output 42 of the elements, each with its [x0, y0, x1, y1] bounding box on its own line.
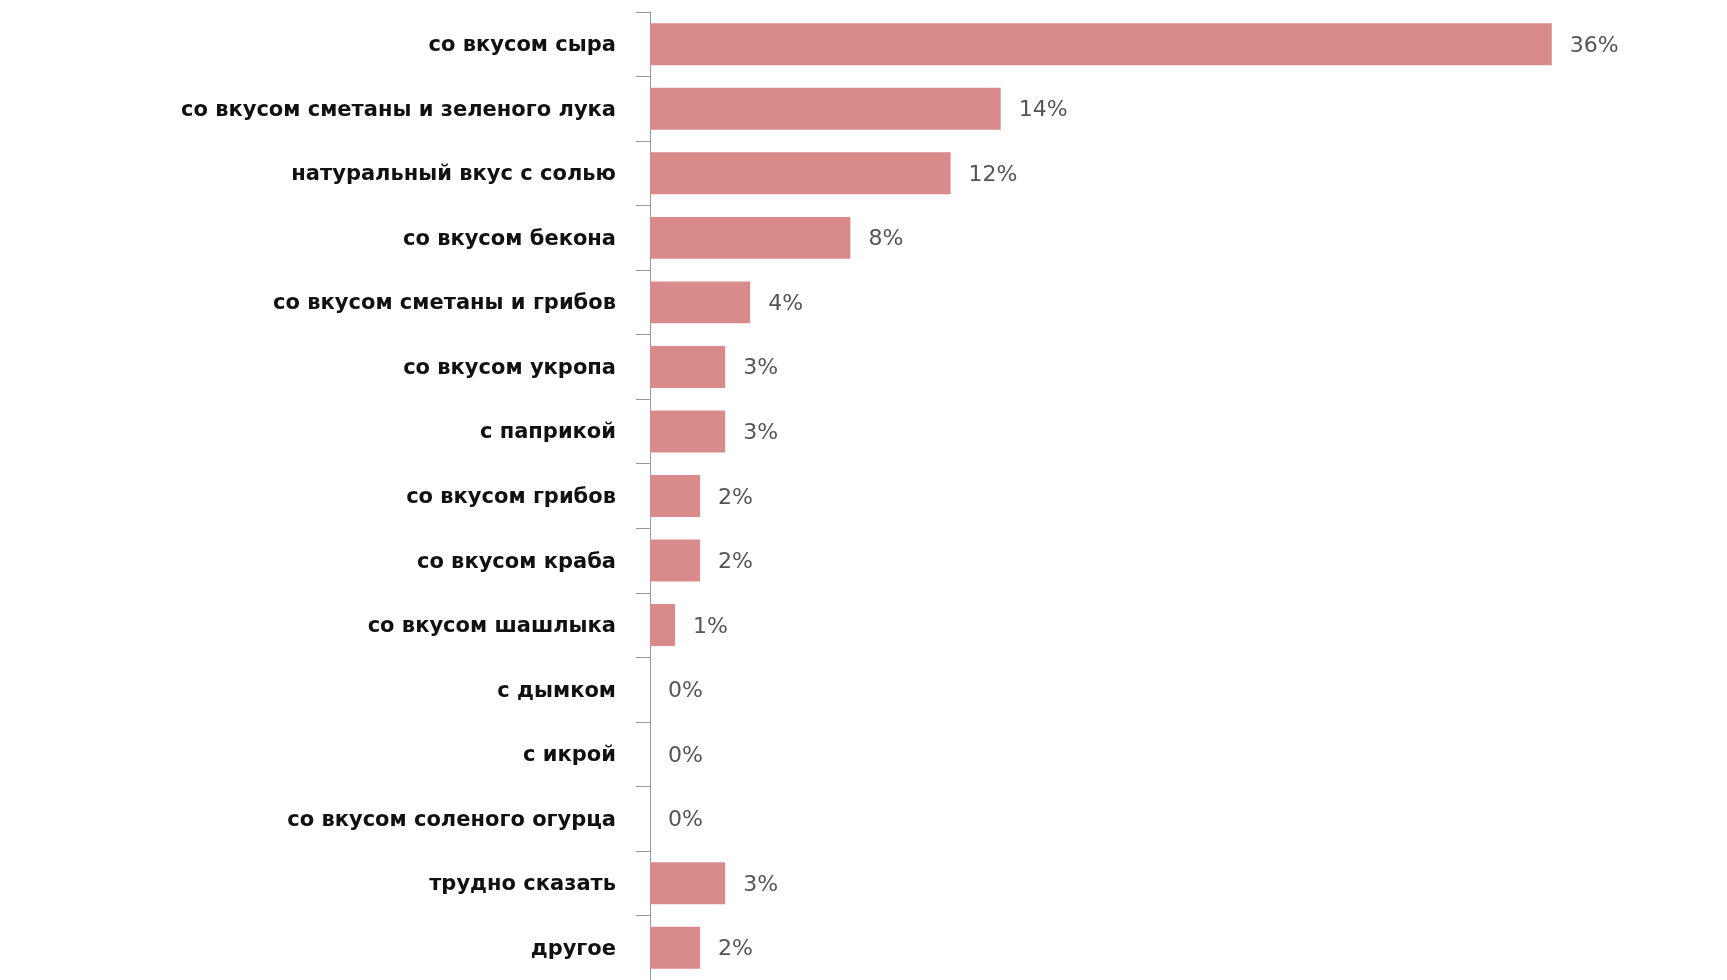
data-label: 12%	[968, 160, 1018, 186]
bar	[650, 152, 951, 195]
data-label: 0%	[668, 677, 703, 703]
data-label: 36%	[1569, 31, 1619, 57]
y-tick-label: со вкусом сметаны и зеленого лука	[180, 96, 616, 121]
data-label: 1%	[693, 612, 728, 638]
bar	[650, 23, 1552, 66]
data-label: 2%	[718, 548, 754, 574]
data-label: 0%	[668, 806, 703, 832]
bar	[650, 604, 676, 647]
y-tick-label: со вкусом соленого огурца	[287, 806, 616, 831]
data-label: 2%	[718, 483, 754, 509]
data-label: 3%	[743, 870, 779, 896]
data-label: 3%	[743, 354, 779, 380]
y-tick-label: с паприкой	[479, 419, 616, 444]
bar	[650, 539, 701, 582]
y-tick-label: с икрой	[523, 742, 616, 767]
y-tick-label: со вкусом бекона	[402, 225, 616, 250]
bar	[650, 216, 851, 259]
y-tick-label: натуральный вкус с солью	[291, 161, 616, 186]
data-label: 2%	[718, 935, 754, 961]
data-label: 14%	[1018, 96, 1068, 122]
bar	[650, 410, 726, 453]
bar	[650, 475, 701, 517]
data-label: 0%	[668, 741, 703, 767]
y-tick-label: с дымком	[497, 677, 616, 702]
bar	[650, 926, 701, 969]
bar	[650, 862, 726, 905]
data-label: 8%	[868, 225, 904, 251]
data-label: 4%	[768, 289, 804, 315]
y-tick-label: со вкусом шашлыка	[367, 613, 616, 638]
y-tick-label: со вкусом грибов	[406, 484, 616, 508]
data-label: 3%	[743, 418, 779, 444]
y-tick-label: трудно сказать	[429, 871, 616, 896]
y-tick-label: со вкусом сметаны и грибов	[273, 290, 616, 315]
y-tick-label: со вкусом сыра	[428, 32, 616, 57]
bar	[650, 281, 751, 324]
y-tick-label: со вкусом укропа	[403, 354, 616, 379]
y-tick-label: другое	[530, 935, 616, 960]
y-tick-label: со вкусом краба	[416, 548, 616, 573]
bar	[650, 345, 726, 388]
bar	[650, 87, 1001, 130]
